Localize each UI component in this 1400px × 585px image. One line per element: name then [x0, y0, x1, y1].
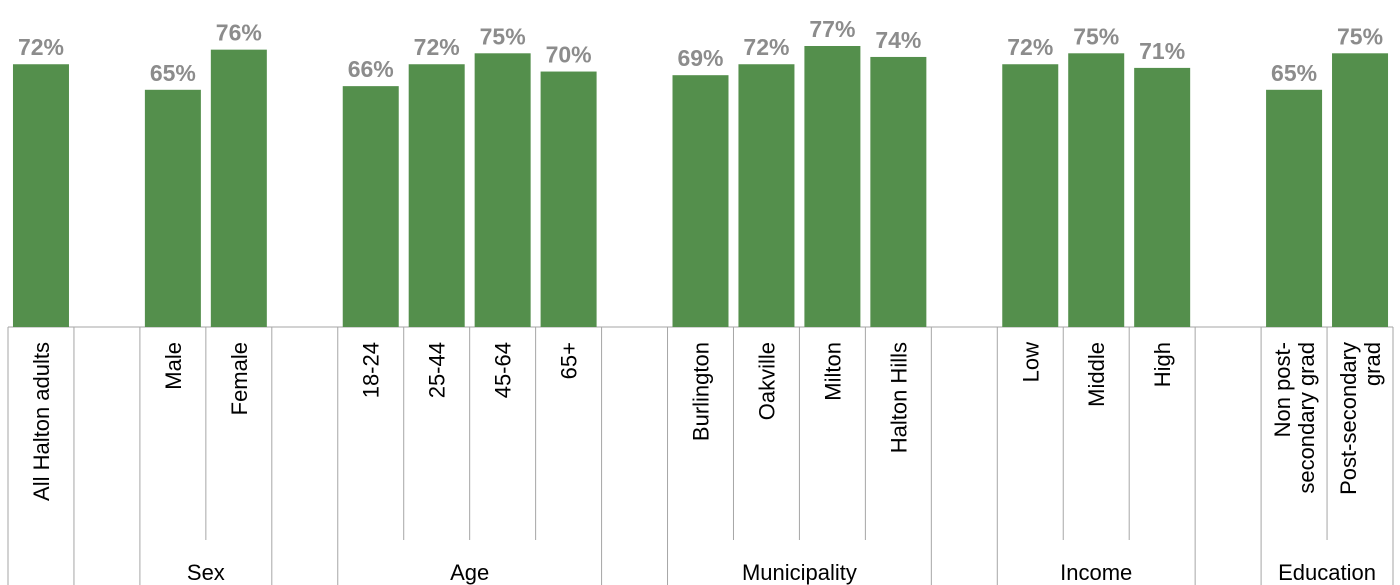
data-label: 65% — [150, 60, 196, 86]
category-label: Female — [227, 342, 252, 415]
bar — [1068, 53, 1125, 327]
data-label: 75% — [1073, 23, 1119, 49]
data-label: 72% — [743, 34, 789, 60]
data-label: 66% — [348, 56, 394, 82]
category-label: Male — [161, 342, 186, 390]
category-label: Burlington — [689, 342, 714, 441]
data-label: 72% — [18, 34, 64, 60]
bar — [210, 49, 267, 327]
category-label: 18-24 — [359, 342, 384, 398]
bar — [12, 64, 69, 327]
category-label: Oakville — [754, 342, 779, 420]
data-label: 75% — [480, 23, 526, 49]
data-label: 69% — [677, 45, 723, 71]
bar — [870, 56, 927, 327]
bar — [1134, 67, 1191, 327]
category-label: High — [1150, 342, 1175, 387]
category-label: All Halton adults — [29, 342, 54, 501]
group-label: Education — [1278, 560, 1376, 585]
bar — [342, 86, 399, 328]
data-label: 72% — [414, 34, 460, 60]
bar — [474, 53, 531, 327]
bar — [144, 89, 201, 327]
category-label: secondary grad — [1294, 342, 1319, 494]
bar — [672, 75, 729, 328]
bar — [1332, 53, 1389, 327]
category-label: 45-64 — [491, 342, 516, 398]
group-label: Income — [1060, 560, 1132, 585]
category-label: Halton Hills — [886, 342, 911, 453]
data-label: 75% — [1337, 23, 1383, 49]
bar — [804, 46, 861, 327]
category-label: Post-secondary — [1336, 342, 1361, 495]
group-label: Age — [450, 560, 489, 585]
bar — [738, 64, 795, 327]
group-label: Municipality — [742, 560, 857, 585]
category-label: Non post- — [1270, 342, 1295, 437]
category-label: 65+ — [557, 342, 582, 379]
category-label: 25-44 — [425, 342, 450, 398]
data-label: 70% — [546, 42, 592, 68]
category-label: Middle — [1084, 342, 1109, 407]
category-label: Milton — [820, 342, 845, 401]
bar — [408, 64, 465, 327]
bar — [1002, 64, 1059, 327]
bar — [1266, 89, 1323, 327]
data-label: 77% — [809, 16, 855, 42]
data-label: 65% — [1271, 60, 1317, 86]
category-label: grad — [1360, 342, 1385, 386]
group-label: Sex — [187, 560, 225, 585]
data-label: 76% — [216, 20, 262, 46]
data-label: 72% — [1007, 34, 1053, 60]
bar — [540, 71, 597, 327]
category-label: Low — [1018, 342, 1043, 382]
data-label: 71% — [1139, 38, 1185, 64]
data-label: 74% — [875, 27, 921, 53]
